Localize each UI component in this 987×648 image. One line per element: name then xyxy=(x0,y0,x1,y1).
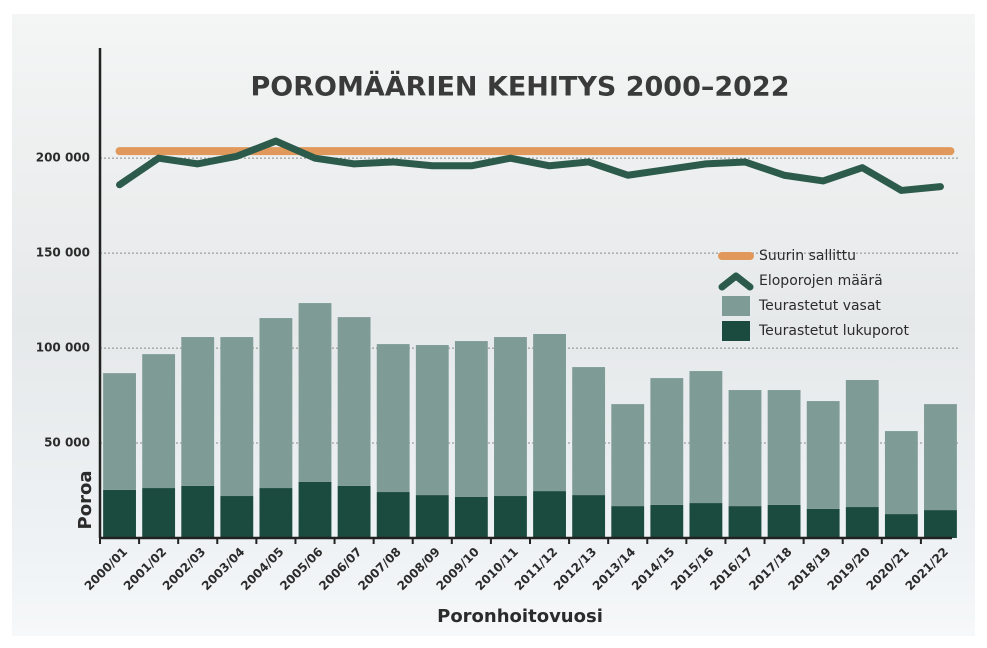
bar xyxy=(494,496,527,538)
y-axis-title: Poroa xyxy=(75,471,96,530)
bar xyxy=(142,354,175,488)
bar xyxy=(807,401,840,509)
bar xyxy=(220,496,253,538)
bar xyxy=(338,486,371,538)
bar xyxy=(768,505,801,538)
x-axis-title: Poronhoitovuosi xyxy=(437,606,603,627)
bar xyxy=(611,404,644,506)
bar xyxy=(729,390,762,506)
bar xyxy=(650,378,683,505)
legend-swatch xyxy=(722,296,750,316)
bar xyxy=(768,390,801,505)
y-tick-label: 150 000 xyxy=(36,246,90,260)
bar xyxy=(846,380,879,507)
legend-label: Eloporojen määrä xyxy=(759,273,883,289)
bar xyxy=(885,514,918,538)
bar xyxy=(729,506,762,538)
bar xyxy=(377,344,410,492)
bar xyxy=(181,337,214,486)
y-tick-label: 50 000 xyxy=(44,436,90,450)
bar xyxy=(572,367,605,495)
bar xyxy=(807,509,840,538)
bar xyxy=(259,488,292,538)
bar xyxy=(572,495,605,538)
y-tick-label: 100 000 xyxy=(36,341,90,355)
bar xyxy=(924,510,957,538)
legend-label: Teurastetut lukuporot xyxy=(758,323,909,339)
bar xyxy=(338,317,371,486)
bar xyxy=(611,506,644,538)
bar xyxy=(455,341,488,497)
bar xyxy=(650,505,683,538)
chart-title: POROMÄÄRIEN KEHITYS 2000–2022 xyxy=(250,71,789,103)
bar xyxy=(494,337,527,496)
chart: POROMÄÄRIEN KEHITYS 2000–2022 Poronhoito… xyxy=(0,0,987,648)
legend-label: Teurastetut vasat xyxy=(758,298,881,314)
bar xyxy=(220,337,253,496)
bar xyxy=(259,318,292,488)
bar xyxy=(689,371,722,503)
bar xyxy=(181,486,214,538)
bar xyxy=(299,482,332,538)
bar xyxy=(885,431,918,514)
bar xyxy=(103,373,136,490)
bar xyxy=(924,404,957,510)
bar xyxy=(377,492,410,538)
bar xyxy=(416,495,449,538)
bar xyxy=(103,490,136,538)
bar xyxy=(416,345,449,495)
bar xyxy=(299,303,332,482)
legend-swatch xyxy=(722,321,750,341)
bar xyxy=(142,488,175,538)
bar xyxy=(455,497,488,538)
y-tick-label: 200 000 xyxy=(36,151,90,165)
bar xyxy=(689,503,722,538)
bar xyxy=(533,491,566,538)
bar xyxy=(533,334,566,491)
bar xyxy=(846,507,879,538)
legend-label: Suurin sallittu xyxy=(759,248,856,264)
